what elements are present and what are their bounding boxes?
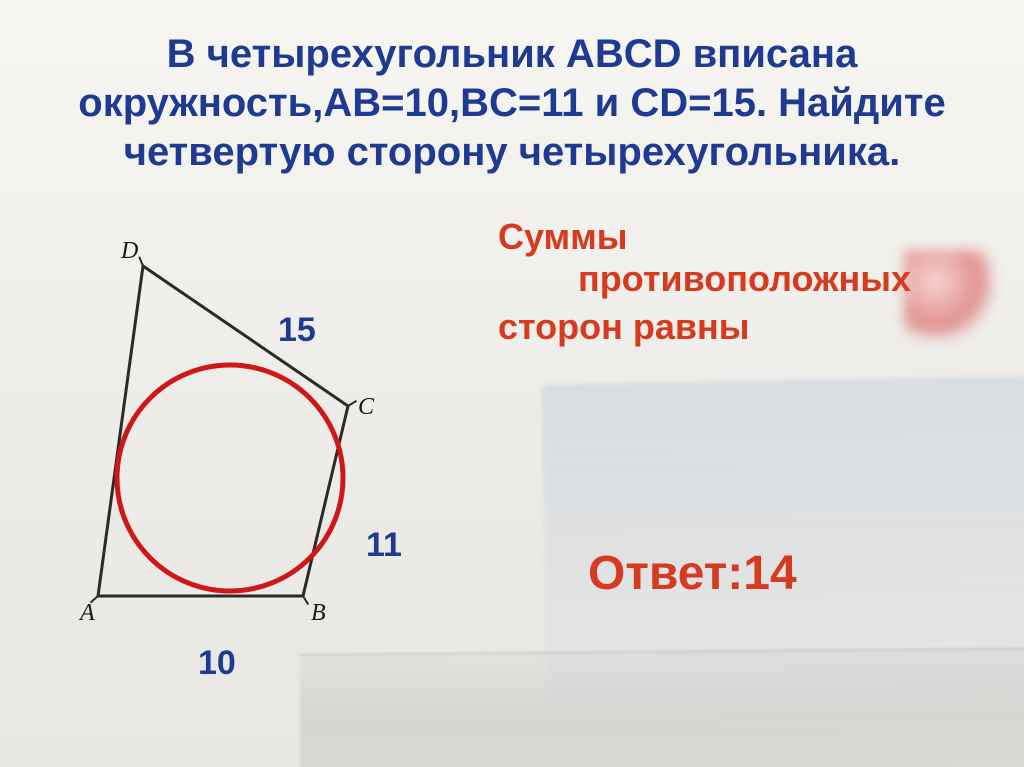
slide: В четырехугольник ABCD вписана окружност… <box>0 0 1024 767</box>
corner-tick-b <box>303 596 308 605</box>
side-label-bc: 11 <box>366 526 402 565</box>
diagram-svg: A B C D <box>68 196 448 636</box>
corner-tick-c <box>348 401 357 406</box>
inscribed-circle <box>117 365 343 591</box>
corner-tick-d <box>139 257 143 266</box>
side-label-cd: 15 <box>278 311 316 350</box>
hint-word-2: противоположных <box>498 258 1018 300</box>
problem-title: В четырехугольник ABCD вписана окружност… <box>28 30 996 176</box>
vertex-labels: A B C D <box>78 238 375 626</box>
hint-word-1: Суммы <box>498 216 628 257</box>
hint-line-1: Суммы противоположных <box>498 216 1018 300</box>
content-area: ABCD 15 11 10 Суммы противоположных стор… <box>28 186 996 666</box>
geometry-diagram: ABCD 15 11 10 <box>68 196 448 636</box>
vertex-label-a: A <box>78 600 95 626</box>
hint-line-2: сторон равны <box>498 306 1018 348</box>
side-label-ab: 10 <box>198 644 236 683</box>
vertex-label-c: C <box>358 394 375 420</box>
vertex-label-d: D <box>120 238 138 264</box>
hint-text: Суммы противоположных сторон равны <box>498 216 1018 348</box>
vertex-label-b: B <box>311 600 326 626</box>
answer-text: Ответ:14 <box>588 546 797 601</box>
